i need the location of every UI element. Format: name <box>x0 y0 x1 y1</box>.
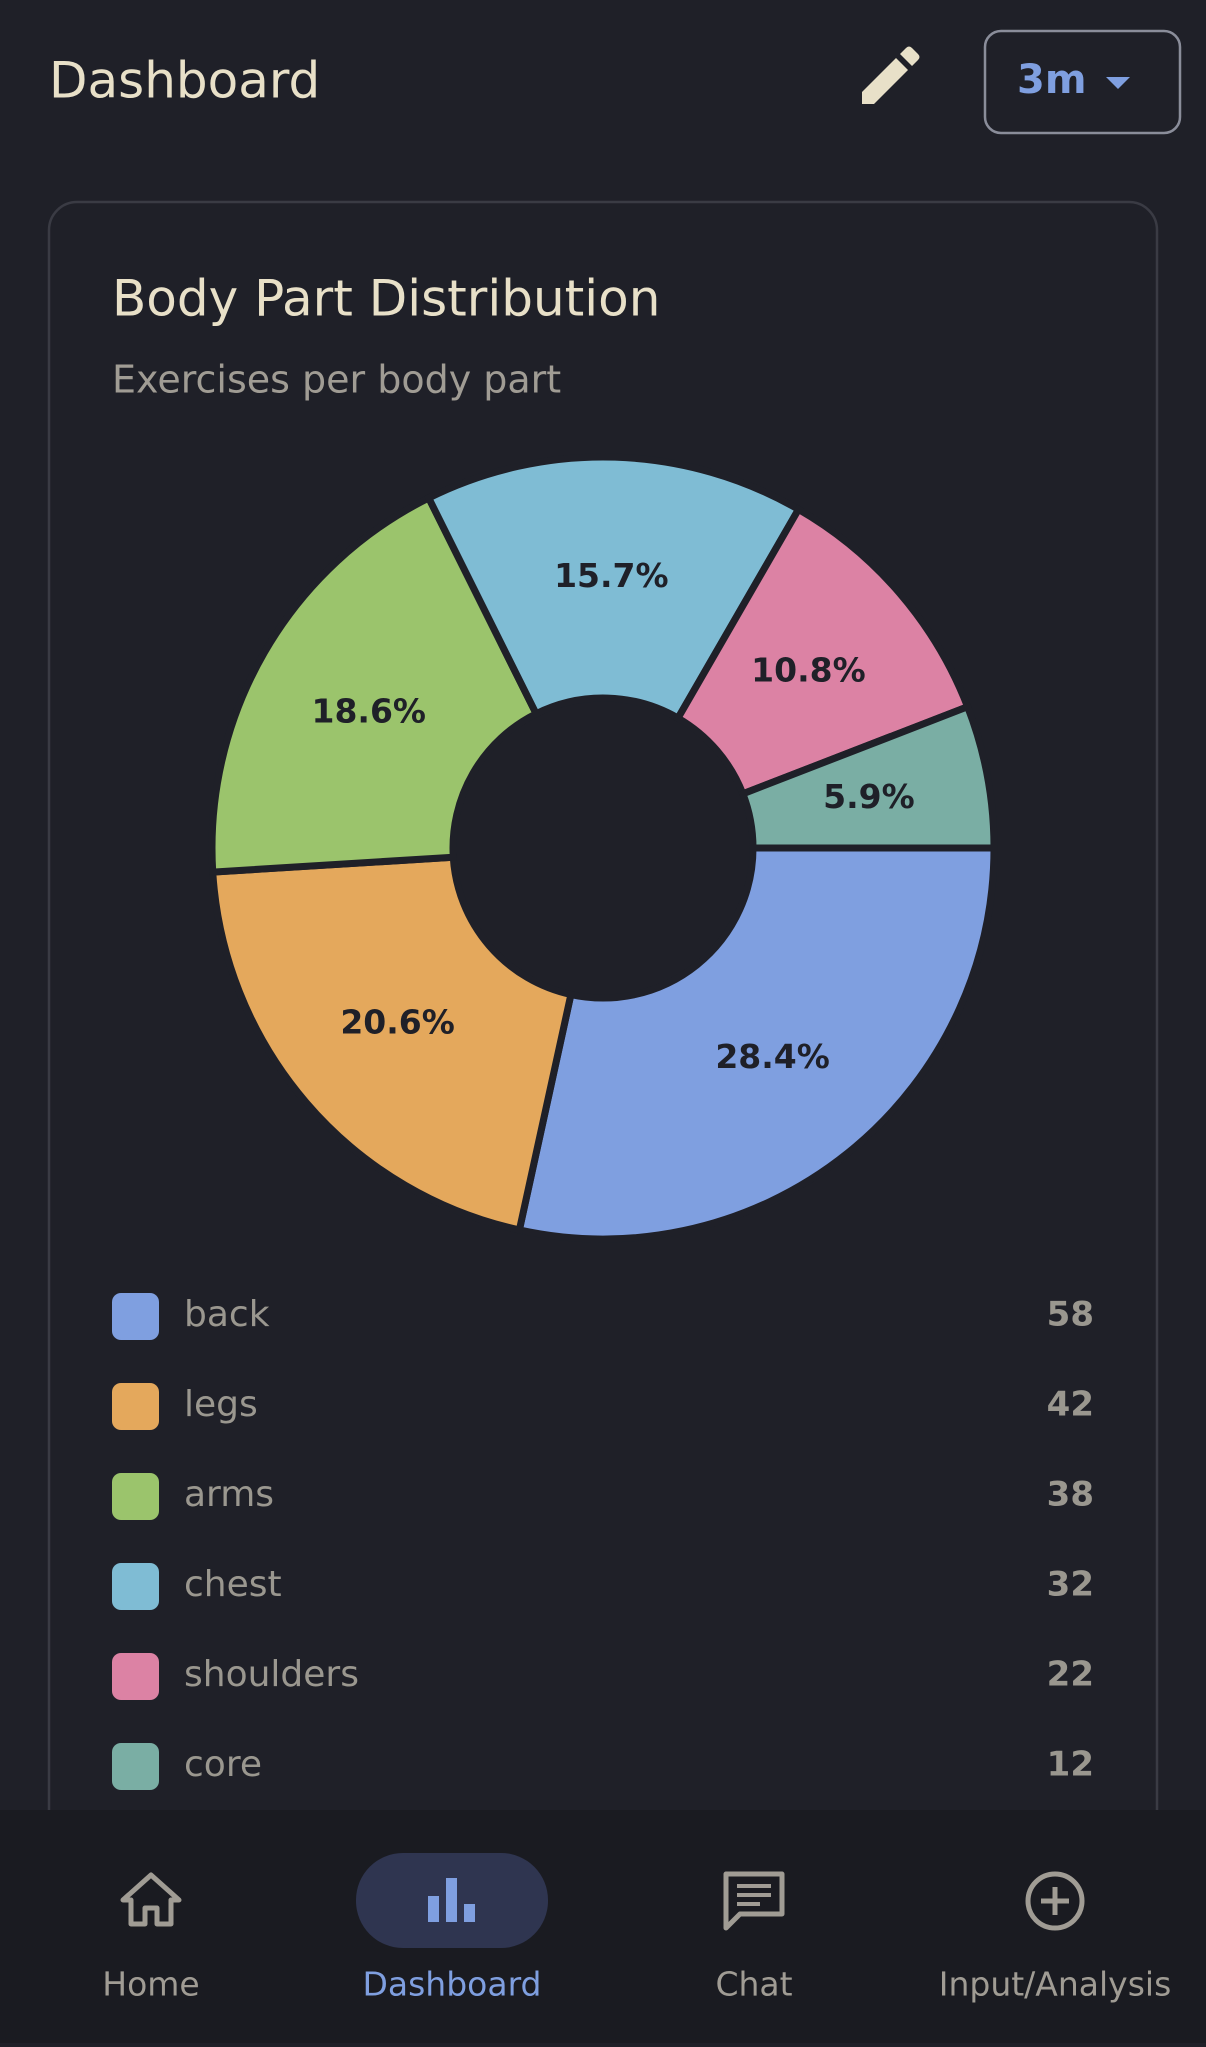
legend-value: 58 <box>1047 1295 1094 1335</box>
nav-label: Chat <box>715 1965 792 2004</box>
slice <box>208 493 541 876</box>
legend-value: 32 <box>1047 1565 1094 1605</box>
slice-label: 18.6% <box>311 691 426 730</box>
dropdown-box <box>983 29 1182 135</box>
range-dropdown[interactable]: 3m <box>983 29 1182 135</box>
nav-label: Dashboard <box>362 1965 541 2004</box>
legend-label: chest <box>184 1564 282 1605</box>
legend-swatch <box>112 1653 159 1700</box>
slice <box>738 702 998 852</box>
slice-label: 28.4% <box>715 1037 830 1076</box>
slice-label: 20.6% <box>340 1002 455 1041</box>
slice <box>424 453 804 723</box>
legend-swatch <box>112 1743 159 1790</box>
legend-label: core <box>184 1744 262 1785</box>
plus-circle-icon <box>1025 1871 1085 1931</box>
nav-home[interactable]: Home <box>102 1872 200 2004</box>
home-icon <box>120 1872 182 1927</box>
bar-icon <box>464 1904 475 1922</box>
page-title: Dashboard <box>49 52 320 110</box>
legend-swatch <box>112 1563 159 1610</box>
slice <box>673 504 973 799</box>
slice-label: 10.8% <box>751 651 866 690</box>
card-title: Body Part Distribution <box>112 270 660 328</box>
chat-lines <box>737 1884 771 1906</box>
caret <box>1106 77 1130 89</box>
range-label: 3m <box>1017 57 1087 103</box>
donut-chart: 28.4% 20.6% 18.6% 15.7% 10.8% 5.9% <box>208 453 998 1243</box>
legend-label: legs <box>184 1384 258 1425</box>
card-subtitle: Exercises per body part <box>112 358 561 402</box>
slice-label: 5.9% <box>823 777 915 816</box>
chat-icon <box>723 1871 785 1931</box>
nav-chat[interactable]: Chat <box>715 1871 793 2004</box>
legend: back 58 legs 42 arms 38 chest 32 shoulders 22 core… <box>112 1293 1094 1790</box>
legend-value: 42 <box>1047 1385 1094 1425</box>
slice <box>515 844 998 1243</box>
legend-swatch <box>112 1293 159 1340</box>
legend-label: back <box>184 1294 270 1335</box>
legend-swatch <box>112 1473 159 1520</box>
slice <box>209 853 576 1235</box>
legend-label: shoulders <box>184 1654 359 1695</box>
nav-label: Home <box>102 1965 199 2004</box>
bar-icon <box>446 1878 457 1922</box>
edit-button[interactable] <box>862 46 920 105</box>
pencil-icon <box>862 46 920 104</box>
legend-label: arms <box>184 1474 274 1515</box>
nav-input[interactable]: Input/Analysis <box>939 1871 1172 2004</box>
legend-value: 38 <box>1047 1475 1094 1515</box>
slice-label: 15.7% <box>554 556 669 595</box>
legend-value: 22 <box>1047 1655 1094 1695</box>
nav-dashboard[interactable]: Dashboard <box>362 1878 542 2004</box>
legend-value: 12 <box>1047 1745 1094 1785</box>
nav-label: Input/Analysis <box>939 1965 1172 2004</box>
legend-swatch <box>112 1383 159 1430</box>
bar-icon <box>428 1896 439 1922</box>
nav-bar <box>0 1810 1206 2043</box>
plus <box>1041 1887 1069 1915</box>
